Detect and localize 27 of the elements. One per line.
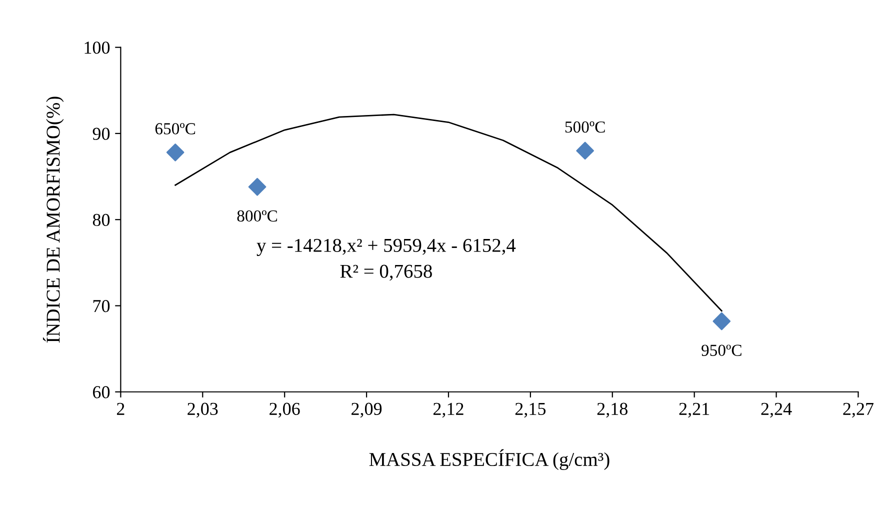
y-axis-title: ÍNDICE DE AMORFISMO(%) [42, 96, 64, 343]
x-tick-label: 2,12 [433, 402, 464, 418]
annotation: 500ºC [565, 121, 605, 133]
point [576, 142, 594, 160]
point [712, 312, 731, 330]
x-tick-label: 2,24 [761, 402, 792, 418]
x-axis-title: MASSA ESPECÍFICA (g/cm³) [369, 449, 610, 470]
y-tick-label: 60 [92, 386, 110, 398]
x-tick-label: 2,03 [188, 402, 218, 418]
y-tick-label: 90 [92, 128, 110, 140]
x-tick-label: 2,09 [352, 402, 382, 418]
y-tick-label: 80 [92, 214, 110, 226]
y-tick-label: 100 [84, 42, 110, 54]
annotation: 650ºC [155, 123, 196, 134]
annotation: y = -14218,x² + 5959,4x - 6152,4 [256, 238, 516, 256]
x-tick-label: 2,06 [270, 402, 300, 418]
annotation: R² = 0,7658 [340, 264, 432, 281]
point [248, 178, 266, 196]
x-tick-label: 2 [116, 402, 124, 415]
x-tick-label: 2,15 [515, 402, 546, 418]
x-tick-label: 2,18 [597, 402, 628, 418]
point [166, 144, 184, 162]
y-tick-label: 70 [93, 300, 110, 312]
x-tick-label: 2,27 [843, 402, 874, 418]
annotation: 800ºC [237, 210, 277, 222]
x-tick-label: 2,21 [679, 402, 710, 418]
annotation: 950ºC [702, 344, 742, 356]
